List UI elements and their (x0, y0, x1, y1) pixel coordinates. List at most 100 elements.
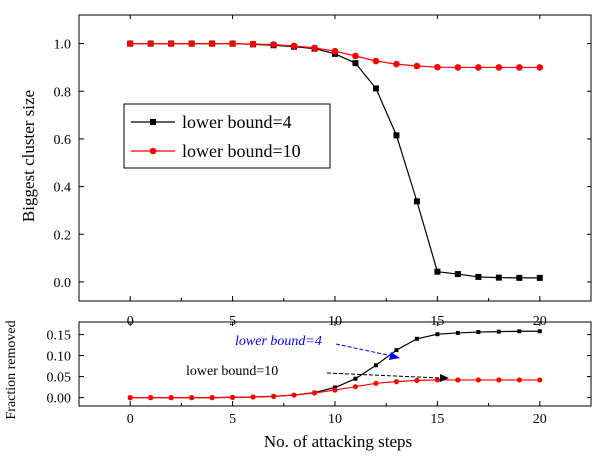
top-point-lower-bound-4 (454, 271, 461, 278)
bottom-point-lower-bound-4 (373, 363, 378, 368)
bottom-point-lower-bound-10 (189, 395, 195, 401)
annotation-arrow-lower-bound-10 (326, 372, 441, 379)
bottom-y-tick-label-0.05: 0.05 (47, 371, 72, 386)
bottom-point-lower-bound-10 (414, 377, 420, 383)
bottom-point-lower-bound-4 (517, 329, 522, 334)
annotation-lower-bound-4: lower bound=4 (235, 334, 322, 349)
top-tick-group: 0 5 10 15 200.00.20.40.60.81.0 (54, 15, 591, 329)
bottom-point-lower-bound-10 (352, 384, 359, 390)
bottom-point-lower-bound-10 (209, 395, 215, 401)
bottom-point-lower-bound-4 (435, 332, 440, 337)
bottom-series-group (127, 329, 543, 401)
top-series-group (126, 40, 544, 281)
top-point-lower-bound-4 (475, 273, 482, 280)
bottom-point-lower-bound-10 (455, 377, 461, 383)
top-point-lower-bound-10 (126, 40, 134, 47)
bottom-point-lower-bound-10 (475, 377, 481, 383)
annotation-arrowhead-lower-bound-10 (440, 374, 449, 382)
bottom-y-tick-label-0.15: 0.15 (47, 329, 72, 344)
top-point-lower-bound-10 (147, 40, 154, 47)
bottom-point-lower-bound-10 (127, 395, 133, 401)
top-point-lower-bound-10 (352, 52, 359, 60)
bottom-point-lower-bound-10 (168, 395, 174, 401)
bottom-x-tick-label-20: 20 (533, 412, 547, 427)
bottom-point-lower-bound-10 (373, 380, 379, 386)
top-point-lower-bound-10 (290, 42, 298, 50)
top-point-lower-bound-10 (270, 41, 277, 48)
bottom-point-lower-bound-10 (148, 395, 154, 401)
bottom-point-lower-bound-10 (250, 394, 256, 400)
top-y-tick-label-1.0: 1.0 (54, 38, 72, 53)
top-point-lower-bound-10 (208, 40, 216, 47)
top-point-lower-bound-10 (167, 40, 175, 47)
annotation-arrow-lower-bound-4 (335, 343, 393, 357)
bottom-point-lower-bound-4 (414, 336, 419, 341)
top-point-lower-bound-10 (516, 64, 523, 71)
legend-box (123, 103, 331, 169)
top-y-tick-label-0.8: 0.8 (54, 85, 72, 100)
top-point-lower-bound-4 (536, 274, 543, 281)
top-point-lower-bound-4 (372, 85, 379, 92)
bottom-point-lower-bound-10 (270, 393, 277, 399)
top-point-lower-bound-10 (495, 64, 503, 71)
bottom-point-lower-bound-10 (291, 392, 297, 398)
top-y-axis-label: Biggest cluster size (19, 90, 38, 222)
top-point-lower-bound-10 (311, 44, 318, 52)
top-point-lower-bound-4 (352, 60, 359, 67)
legend-marker-lower-bound-4 (150, 119, 156, 125)
top-point-lower-bound-4 (434, 268, 441, 275)
top-point-lower-bound-10 (249, 40, 257, 48)
bottom-point-lower-bound-4 (496, 329, 501, 334)
top-point-lower-bound-4 (495, 274, 502, 281)
top-y-tick-label-0.6: 0.6 (54, 133, 72, 148)
bottom-y-tick-label-0.10: 0.10 (47, 350, 72, 365)
bottom-x-tick-label-5: 5 (229, 412, 236, 427)
legend-label-lower-bound-10: lower bound=10 (182, 141, 301, 161)
top-point-lower-bound-10 (413, 62, 421, 70)
bottom-x-tick-label-15: 15 (430, 412, 444, 427)
annotation-lower-bound-10: lower bound=10 (186, 364, 278, 379)
bottom-point-lower-bound-4 (353, 376, 358, 381)
top-point-lower-bound-10 (454, 64, 462, 71)
bottom-point-lower-bound-10 (537, 377, 543, 383)
top-y-tick-label-0.0: 0.0 (54, 276, 72, 291)
bottom-point-lower-bound-10 (496, 377, 502, 383)
top-point-lower-bound-4 (516, 274, 523, 281)
bottom-point-lower-bound-10 (434, 377, 440, 383)
top-y-tick-label-0.4: 0.4 (54, 181, 72, 196)
annotation-group: lower bound=4 lower bound=10 (186, 334, 449, 382)
legend-label-lower-bound-4: lower bound=4 (182, 112, 292, 132)
bottom-y-tick-label-0.00: 0.00 (47, 392, 72, 407)
top-point-lower-bound-10 (434, 63, 441, 71)
bottom-plot-frame (78, 321, 592, 407)
bottom-point-lower-bound-10 (516, 377, 522, 383)
bottom-point-lower-bound-10 (332, 387, 338, 393)
bottom-x-tick-label-0: 0 (127, 412, 134, 427)
bottom-x-tick-label-10: 10 (328, 412, 342, 427)
bottom-y-axis-label: Fraction removed (4, 320, 19, 419)
x-axis-label: No. of attacking steps (264, 432, 412, 451)
annotation-arrowhead-lower-bound-4 (389, 352, 400, 360)
top-point-lower-bound-4 (393, 132, 400, 139)
top-point-lower-bound-10 (536, 64, 544, 71)
top-point-lower-bound-10 (229, 40, 236, 47)
top-point-lower-bound-10 (188, 40, 195, 47)
top-point-lower-bound-10 (331, 47, 339, 55)
bottom-point-lower-bound-4 (394, 348, 399, 353)
top-point-lower-bound-10 (475, 64, 482, 71)
bottom-tick-group: 0 5 10 15 20 0.00 0.05 0.10 0.15 (47, 322, 591, 427)
legend-marker-lower-bound-10 (149, 147, 157, 155)
bottom-point-lower-bound-10 (393, 379, 400, 385)
bottom-point-lower-bound-10 (311, 390, 318, 396)
top-point-lower-bound-4 (413, 198, 420, 205)
top-panel: 0 5 10 15 200.00.20.40.60.81.0 Biggest clust… (19, 14, 592, 329)
bottom-point-lower-bound-10 (230, 394, 236, 400)
top-point-lower-bound-10 (372, 57, 380, 65)
bottom-point-lower-bound-4 (476, 330, 481, 335)
top-y-tick-label-0.2: 0.2 (54, 228, 72, 243)
legend: lower bound=4 lower bound=10 (123, 103, 331, 169)
bottom-point-lower-bound-4 (537, 329, 542, 334)
bottom-point-lower-bound-4 (455, 330, 460, 335)
bottom-panel: 0 5 10 15 20 0.00 0.05 0.10 0.15 Fraction remove… (4, 320, 592, 451)
